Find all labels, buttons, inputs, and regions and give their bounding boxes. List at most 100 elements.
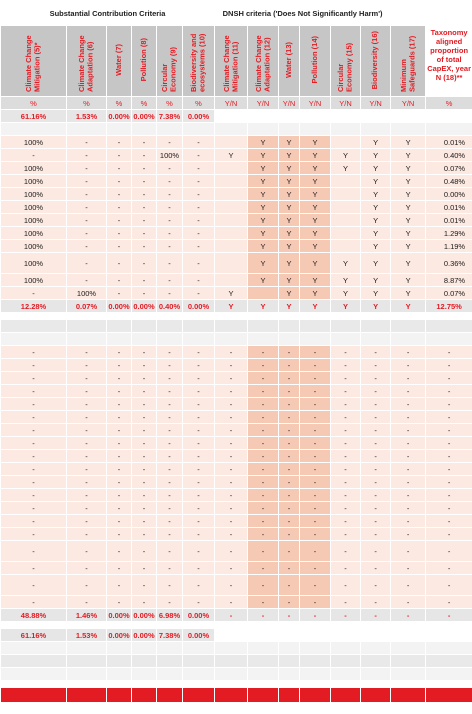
table-cell — [247, 286, 280, 300]
table-cell: - — [360, 423, 392, 437]
table-cell: - — [330, 436, 362, 450]
unit-cell: Y/N — [330, 96, 362, 110]
total-row: 61.16% 1.53% 0.00% 0.00% 7.38% 0.00% — [0, 628, 472, 642]
table-cell: Y — [247, 135, 280, 149]
table-cell: Y — [278, 200, 301, 214]
table-cell: Y — [360, 161, 392, 175]
blank-header-cell — [390, 0, 427, 26]
table-cell: - — [131, 527, 157, 541]
empty-cell — [66, 641, 107, 655]
table-cell: Y — [278, 286, 301, 300]
table-cell: - — [156, 397, 183, 411]
table-cell: - — [156, 384, 183, 398]
table-cell: - — [181, 514, 216, 528]
table-cell: - — [156, 187, 183, 201]
empty-cell — [299, 312, 332, 320]
column-header-cell: Pollution (14) — [299, 25, 332, 97]
table-cell: - — [425, 574, 472, 596]
table-cell: Y — [299, 148, 332, 162]
total-cell: - — [425, 608, 472, 622]
table-cell: Y — [247, 252, 280, 274]
table-cell: - — [330, 449, 362, 463]
table-cell: - — [214, 449, 249, 463]
table-cell: - — [181, 252, 216, 274]
table-cell: - — [278, 561, 301, 575]
table-cell: - — [106, 540, 132, 562]
table-cell: - — [131, 135, 157, 149]
empty-cell — [181, 680, 216, 688]
empty-cell — [360, 621, 392, 629]
table-cell: - — [214, 436, 249, 450]
table-cell: - — [66, 514, 107, 528]
table-cell: - — [181, 423, 216, 437]
table-cell: - — [247, 358, 280, 372]
table-cell: - — [330, 574, 362, 596]
empty-cell — [66, 621, 107, 629]
table-cell: Y — [247, 174, 280, 188]
empty-cell — [390, 332, 427, 346]
table-cell: - — [131, 174, 157, 188]
empty-cell — [247, 312, 280, 320]
table-cell: - — [0, 371, 67, 385]
total-cell: 0.00% — [181, 109, 216, 123]
total-cell: Y — [390, 299, 427, 313]
table-cell: Y — [360, 213, 392, 227]
empty-cell — [131, 680, 157, 688]
table-cell: - — [390, 475, 427, 489]
empty-cell — [214, 641, 249, 655]
table-cell: - — [299, 595, 332, 609]
table-cell: - — [156, 358, 183, 372]
table-cell: - — [66, 226, 107, 240]
table-cell: - — [330, 410, 362, 424]
column-header-label: Pollution (8) — [138, 38, 148, 82]
table-cell: - — [66, 574, 107, 596]
table-cell: - — [214, 423, 249, 437]
empty-cell — [278, 122, 301, 136]
table-cell: Y — [299, 174, 332, 188]
column-header-label: Circular Economy (15) — [336, 42, 354, 92]
table-cell: - — [214, 384, 249, 398]
table-cell: - — [0, 475, 67, 489]
table-cell: - — [390, 501, 427, 515]
table-cell: - — [360, 574, 392, 596]
empty-cell — [278, 680, 301, 688]
total-cell: 0.00% — [181, 299, 216, 313]
empty-cell — [66, 680, 107, 688]
table-cell: - — [0, 540, 67, 562]
table-cell: - — [425, 540, 472, 562]
empty-cell — [106, 680, 132, 688]
table-cell: - — [106, 200, 132, 214]
table-cell: 100% — [156, 148, 183, 162]
empty-cell — [390, 687, 427, 703]
table-cell — [214, 213, 249, 227]
table-cell: - — [390, 514, 427, 528]
table-cell: Y — [278, 213, 301, 227]
table-cell: - — [66, 273, 107, 287]
total-cell: 0.07% — [66, 299, 107, 313]
total-cell: 7.38% — [156, 628, 183, 642]
table-cell: - — [131, 561, 157, 575]
empty-cell — [390, 641, 427, 655]
table-row: - - - -100% - Y Y Y Y Y Y Y 0.40% — [0, 148, 472, 162]
table-cell: Y — [390, 213, 427, 227]
group-header-row: Substantial Contribution Criteria DNSH c… — [0, 0, 472, 26]
table-cell: - — [0, 462, 67, 476]
table-cell: Y — [247, 187, 280, 201]
table-cell: - — [299, 345, 332, 359]
table-cell: - — [299, 436, 332, 450]
table-cell: - — [0, 148, 67, 162]
table-cell: - — [181, 135, 216, 149]
table-cell: - — [299, 423, 332, 437]
table-cell: 100% — [66, 286, 107, 300]
column-header-label: Biodiversity and ecosystems (10) — [189, 33, 207, 92]
table-cell: - — [131, 345, 157, 359]
empty-cell — [330, 641, 362, 655]
table-cell: - — [156, 239, 183, 253]
empty-cell — [156, 680, 183, 688]
table-cell: - — [131, 462, 157, 476]
table-cell: - — [106, 273, 132, 287]
table-cell: - — [156, 449, 183, 463]
total-row: 12.28% 0.07% 0.00% 0.00% 0.40% 0.00% Y Y Y Y Y Y Y 12… — [0, 299, 472, 313]
table-cell: Y — [299, 200, 332, 214]
empty-cell — [106, 122, 132, 136]
